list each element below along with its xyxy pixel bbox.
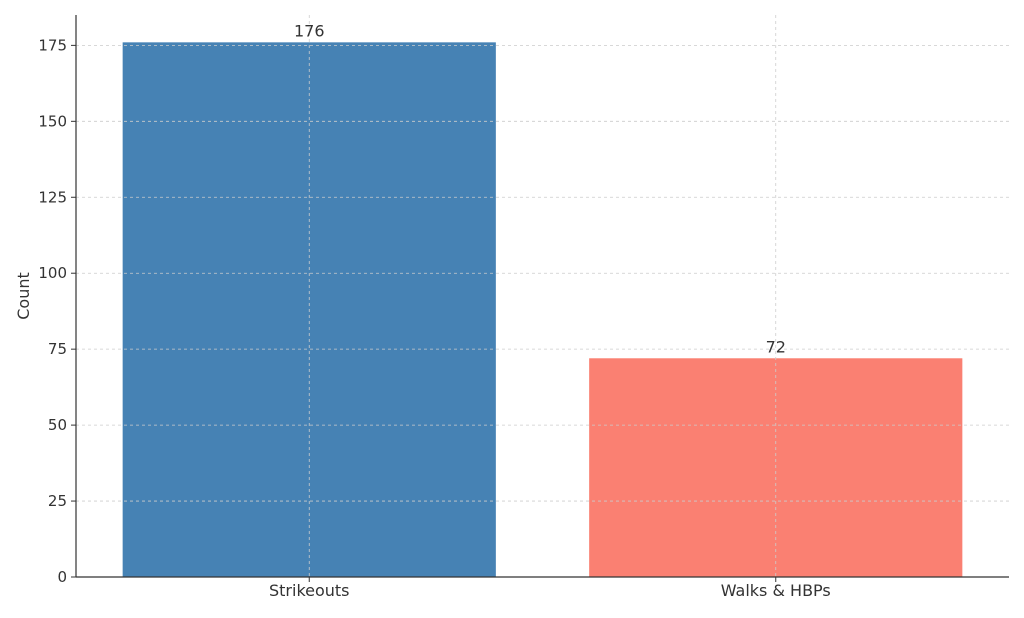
x-tick-label: Walks & HBPs <box>721 581 831 600</box>
bar-data-label: 72 <box>766 337 786 356</box>
y-tick-label: 125 <box>38 188 67 206</box>
y-axis-title: Count <box>14 272 33 320</box>
y-tick-label: 25 <box>48 492 67 510</box>
y-tick-label: 75 <box>48 340 67 358</box>
y-tick-label: 150 <box>38 112 67 130</box>
axis-layer <box>71 15 1009 582</box>
y-tick-label: 100 <box>38 264 67 282</box>
x-tick-label: Strikeouts <box>269 581 350 600</box>
y-tick-label: 50 <box>48 416 67 434</box>
grid-layer <box>76 15 1009 577</box>
y-tick-label: 175 <box>38 36 67 54</box>
y-tick-label: 0 <box>57 568 67 586</box>
label-layer: 0 25 50 75 100 125 150 175 Strikeouts 176 Walks & … <box>38 21 830 600</box>
bar-data-label: 176 <box>294 21 325 40</box>
bar-layer <box>122 42 963 578</box>
